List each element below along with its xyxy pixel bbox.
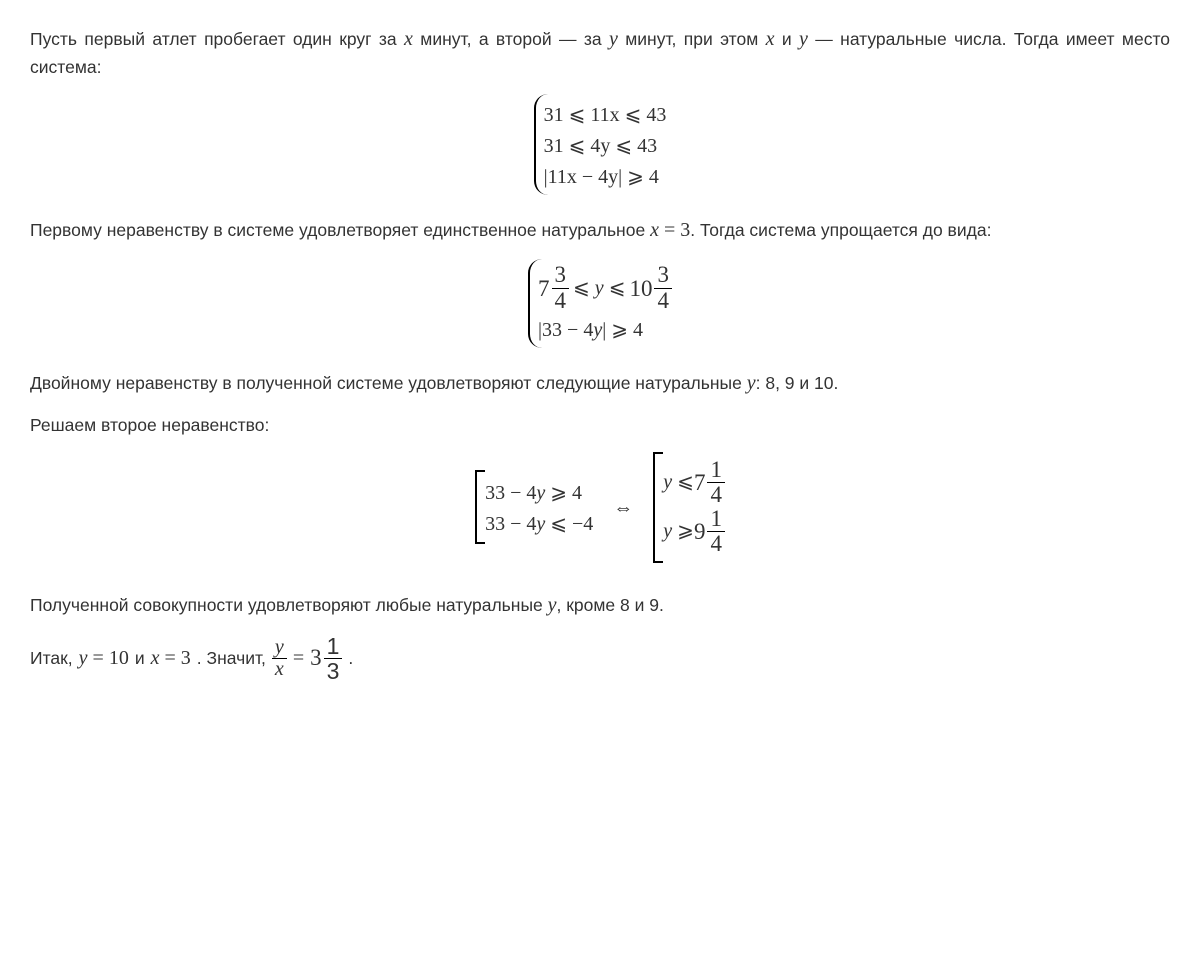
eq-row: 31 ⩽ 4y ⩽ 43 [544, 135, 658, 157]
conclusion-line: Итак, y = 10 и x = 3 . Значит, yx = 3 13… [30, 634, 1170, 683]
text: , кроме 8 и 9. [557, 595, 664, 615]
brace-icon: 7 34 ⩽ y ⩽ 10 34 |33 − 4y| ⩾ 4 [528, 259, 672, 347]
bracket-icon: y ⩽ 7 14 y ⩾ 9 14 [653, 454, 725, 561]
eq-row: 31 ⩽ 11x ⩽ 43 [544, 104, 667, 126]
ineq-pre: y ⩽ [663, 469, 694, 496]
system-3: 33 − 4y ⩾ 4 33 − 4y ⩽ −4 ⇔ y ⩽ 7 14 [30, 452, 1170, 570]
paragraph-4: Решаем второе неравенство: [30, 412, 1170, 438]
mixed-fraction: 10 34 [629, 263, 672, 312]
intro-paragraph: Пусть первый атлет пробегает один круг з… [30, 24, 1170, 80]
paragraph-2: Первому неравенству в системе удовлетвор… [30, 215, 1170, 245]
fraction-yx: yx [272, 637, 287, 680]
var-y: y [548, 594, 557, 616]
text: Полученной совокупности удовлетворяют лю… [30, 595, 548, 615]
text: . [348, 645, 353, 671]
text: Решаем второе неравенство: [30, 415, 269, 435]
var-y: y [609, 28, 618, 50]
text: . Тогда система упрощается до вида: [690, 220, 991, 240]
text: минут, а второй — за [413, 29, 609, 49]
eq-row: |11x − 4y| ⩾ 4 [544, 166, 659, 188]
text: . Значит, [197, 645, 266, 671]
ineq-pre: y ⩾ [663, 518, 694, 545]
brace-icon: 31 ⩽ 11x ⩽ 43 31 ⩽ 4y ⩽ 43 |11x − 4y| ⩾ … [534, 94, 667, 195]
inline-eq: x = 3 [151, 643, 191, 673]
eq-row: 33 − 4y ⩽ −4 [485, 513, 593, 535]
paragraph-5: Полученной совокупности удовлетворяют лю… [30, 590, 1170, 620]
iff-symbol: ⇔ [613, 497, 633, 519]
system-2: 7 34 ⩽ y ⩽ 10 34 |33 − 4y| ⩾ 4 [30, 259, 1170, 347]
text: : 8, 9 и 10. [756, 373, 839, 393]
text: Двойному неравенству в полученной систем… [30, 373, 747, 393]
text: Итак, [30, 645, 73, 671]
var-x: x [766, 28, 775, 50]
bracket-icon: 33 − 4y ⩾ 4 33 − 4y ⩽ −4 [475, 472, 593, 542]
text: Пусть первый атлет пробегает один круг з… [30, 29, 404, 49]
mixed-fraction: 7 34 [538, 263, 569, 312]
text: и [775, 29, 800, 49]
eq-row: |33 − 4y| ⩾ 4 [538, 319, 643, 341]
var-y: y [799, 28, 808, 50]
paragraph-3: Двойному неравенству в полученной систем… [30, 368, 1170, 398]
ineq-mid: ⩽ y ⩽ [569, 275, 629, 302]
mixed-fraction: 3 13 [310, 634, 342, 683]
system-1: 31 ⩽ 11x ⩽ 43 31 ⩽ 4y ⩽ 43 |11x − 4y| ⩾ … [30, 94, 1170, 195]
var-x: x [404, 28, 413, 50]
text: Первому неравенству в системе удовлетвор… [30, 220, 650, 240]
inline-eq: x = 3 [650, 219, 690, 241]
mixed-fraction: 9 14 [694, 507, 725, 556]
var-y: y [747, 372, 756, 394]
mixed-fraction: 7 14 [694, 458, 725, 507]
equals: = [293, 643, 304, 673]
text: минут, при этом [618, 29, 766, 49]
text: и [135, 645, 145, 671]
eq-row: 33 − 4y ⩾ 4 [485, 482, 582, 504]
inline-eq: y = 10 [79, 643, 129, 673]
